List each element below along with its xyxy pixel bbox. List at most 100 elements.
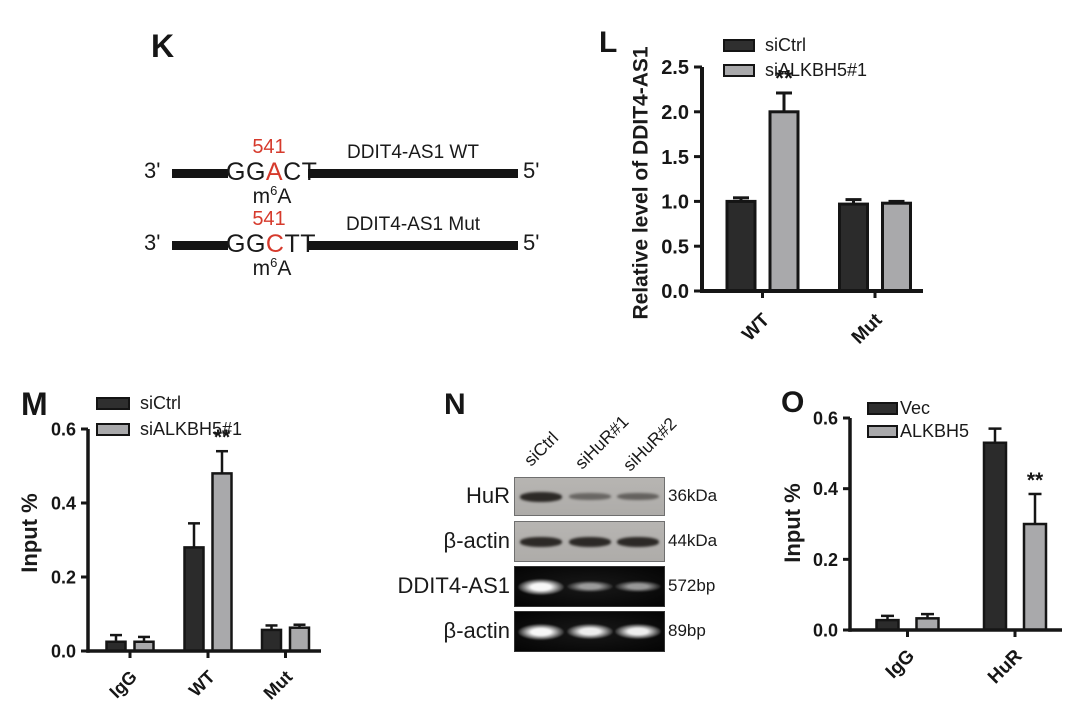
seq-pre: GG bbox=[226, 230, 266, 258]
m6a-site-position: 541 bbox=[252, 208, 286, 230]
m6a-label: m6A bbox=[252, 183, 292, 208]
western-blot-hur bbox=[514, 477, 665, 516]
size-label-572bp: 572bp bbox=[668, 576, 716, 595]
blot-band bbox=[567, 580, 613, 593]
legend-label: ALKBH5 bbox=[900, 421, 970, 441]
l-legend: siCtrl siALKBH5#1 bbox=[723, 36, 867, 79]
sialkbh5-swatch bbox=[723, 63, 755, 77]
bar-siCtrl-WT bbox=[183, 546, 205, 653]
gel-target-bactin: β-actin bbox=[443, 618, 510, 643]
seq-pre: GG bbox=[226, 158, 266, 186]
x-category-label: IgG bbox=[882, 646, 919, 683]
size-label-44kda: 44kDa bbox=[668, 531, 718, 550]
blot-band bbox=[569, 493, 611, 500]
bar-ALKBH5-HuR bbox=[1022, 522, 1048, 632]
rna-line-segment bbox=[308, 169, 518, 178]
x-category-label: WT bbox=[738, 309, 774, 345]
sialkbh5-swatch bbox=[96, 422, 130, 436]
gel-bactin bbox=[514, 611, 665, 652]
panel-m-label: M bbox=[21, 386, 48, 422]
rna-line-segment bbox=[172, 169, 228, 178]
bar-Vec-HuR bbox=[982, 441, 1008, 632]
gel-target-ddit4as1: DDIT4-AS1 bbox=[397, 573, 510, 598]
significance-label: ** bbox=[775, 65, 793, 91]
blot-target-hur: HuR bbox=[465, 483, 510, 508]
blot-band bbox=[617, 493, 659, 500]
x-category-label: WT bbox=[185, 667, 219, 701]
transcript-name-wt: DDIT4-AS1 WT bbox=[347, 142, 479, 163]
blot-band bbox=[617, 536, 659, 547]
bar-siALKBH5#1-WT bbox=[768, 110, 800, 293]
y-tick-label: 2.5 bbox=[661, 57, 689, 79]
m6a-site-position: 541 bbox=[252, 136, 286, 158]
rna-line-segment bbox=[308, 241, 518, 250]
legend-label: Vec bbox=[900, 398, 931, 418]
legend-label: siCtrl bbox=[140, 393, 181, 413]
m6a-label: m6A bbox=[252, 255, 292, 280]
x-category-label: HuR bbox=[984, 645, 1027, 688]
legend-label: siALKBH5#1 bbox=[140, 419, 243, 439]
bar-siALKBH5#1-Mut bbox=[288, 626, 311, 653]
y-tick-label: 0.2 bbox=[813, 550, 838, 570]
sequence-mut: GGCTT bbox=[226, 230, 316, 258]
x-category-label: IgG bbox=[105, 667, 140, 702]
x-category-label: Mut bbox=[260, 667, 297, 704]
bar-siCtrl-Mut bbox=[838, 202, 869, 293]
m-legend: siCtrl siALKBH5#1 bbox=[96, 394, 242, 438]
y-tick-label: 0.5 bbox=[661, 236, 689, 258]
three-prime-label: 3' bbox=[144, 230, 161, 255]
legend-item: siALKBH5#1 bbox=[96, 420, 242, 438]
legend-label: siCtrl bbox=[765, 35, 806, 55]
blot-band bbox=[520, 536, 562, 547]
y-tick-label: 0.4 bbox=[51, 493, 76, 513]
vec-swatch bbox=[867, 401, 898, 415]
blot-band bbox=[567, 623, 613, 640]
significance-label: ** bbox=[214, 426, 231, 449]
western-blot-bactin bbox=[514, 521, 665, 562]
legend-item: siALKBH5#1 bbox=[723, 61, 867, 79]
legend-item: siCtrl bbox=[96, 394, 242, 412]
rna-line-segment bbox=[172, 241, 228, 250]
sequence-wt: GGACT bbox=[226, 158, 317, 186]
seq-red-base: A bbox=[265, 158, 284, 186]
y-tick-label: 0.4 bbox=[813, 479, 838, 499]
bar-siCtrl-WT bbox=[725, 199, 757, 293]
blot-band bbox=[520, 491, 562, 502]
blot-target-bactin: β-actin bbox=[443, 528, 510, 553]
blot-band bbox=[518, 623, 564, 640]
size-label-36kda: 36kDa bbox=[668, 486, 718, 505]
seq-red-base: C bbox=[265, 230, 285, 258]
blot-band bbox=[615, 580, 661, 593]
five-prime-label: 5' bbox=[523, 158, 540, 183]
panel-k-label: K bbox=[151, 28, 175, 64]
y-tick-label: 0.6 bbox=[51, 419, 76, 439]
o-legend: Vec ALKBH5 bbox=[867, 399, 969, 440]
y-tick-label: 1.5 bbox=[661, 147, 689, 169]
y-tick-label: 0.0 bbox=[51, 641, 76, 661]
legend-item: Vec bbox=[867, 399, 969, 417]
five-prime-label: 5' bbox=[523, 230, 540, 255]
panel-l-label: L bbox=[599, 26, 618, 59]
transcript-name-mut: DDIT4-AS1 Mut bbox=[345, 214, 481, 235]
bar-siCtrl-Mut bbox=[260, 628, 283, 653]
legend-label: siALKBH5#1 bbox=[765, 60, 868, 80]
blot-band bbox=[569, 536, 611, 547]
significance-label: ** bbox=[1027, 469, 1044, 492]
x-category-label: Mut bbox=[848, 309, 887, 348]
y-tick-label: 0.0 bbox=[813, 620, 838, 640]
bar-siALKBH5#1-Mut bbox=[881, 201, 912, 293]
three-prime-label: 3' bbox=[144, 158, 161, 183]
size-label-89bp: 89bp bbox=[668, 621, 706, 640]
panel-n-label: N bbox=[444, 388, 466, 421]
blot-band bbox=[518, 578, 564, 595]
y-tick-label: 0.0 bbox=[661, 281, 689, 303]
y-tick-label: 0.2 bbox=[51, 567, 76, 587]
gel-ddit4as1 bbox=[514, 566, 665, 607]
legend-item: ALKBH5 bbox=[867, 422, 969, 440]
panel-o-label: O bbox=[781, 386, 805, 419]
alkbh5-swatch bbox=[867, 424, 898, 438]
blot-band bbox=[615, 623, 661, 640]
bar-siALKBH5#1-WT bbox=[211, 472, 233, 653]
